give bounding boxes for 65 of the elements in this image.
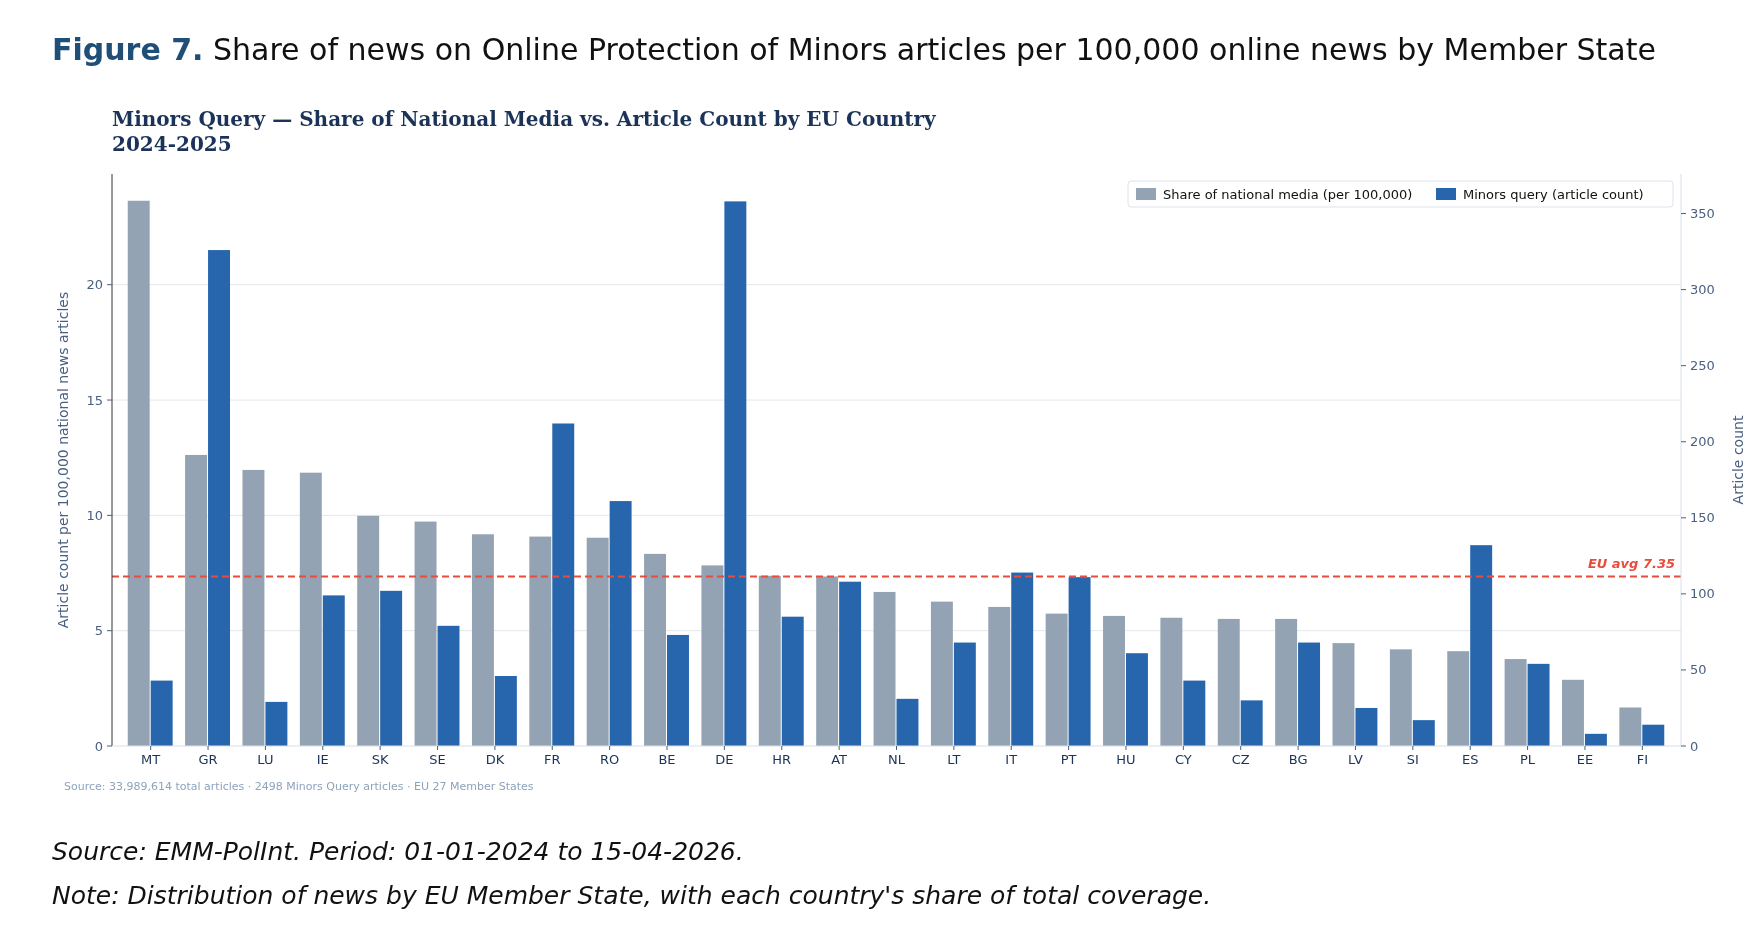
x-tick-label: DE [715,752,734,767]
x-tick-label: PT [1060,752,1077,767]
x-tick-label: MT [141,752,161,767]
bar [127,200,150,746]
x-tick-label: EE [1576,752,1594,767]
x-tick-label: IE [316,752,329,767]
x-tick-label: CY [1174,752,1192,767]
bar [1217,618,1240,746]
x-tick-label: LV [1348,752,1363,767]
x-tick-label: IT [1005,752,1018,767]
x-tick-label: AT [831,752,848,767]
x-tick-label: GR [198,752,218,767]
chart-title: Figure 7. Share of news on Online Protection of Minors articles per 100,000 online news by Member State [52,32,1656,67]
x-tick-label: BE [658,752,676,767]
ref-line-label: EU avg 7.35 [1587,556,1675,572]
chart-subtitle: Minors Query — Share of National Media vs. Article Count by EU Country 2024-2025 [112,107,938,156]
bar [1470,545,1493,746]
x-tick-label: BG [1288,752,1308,767]
x-tick-label: SK [371,752,390,767]
y-tick-label: 5 [94,623,103,639]
text: Note: Distribution of news by EU Member State, with each country's share of total coverage. [52,881,1212,910]
bar [1562,679,1584,746]
y2-tick-label: 300 [1690,282,1715,298]
y-tick-label: 20 [86,277,103,293]
bar [1584,733,1607,746]
y2-tick-label: 100 [1690,586,1715,602]
y2-axis-title: Article count [1730,415,1746,505]
bar [471,534,494,746]
x-tick-label: CZ [1231,752,1250,767]
source-note: Source: EMM-PolInt. Period: 01-01-2024 to 15-04-2026. [52,837,744,866]
x-tick-label: FR [544,752,561,767]
source-note: Source: 33,989,614 total articles · 2498 Minors Query articles · EU 27 Member States [64,780,534,793]
x-tick-label: DK [485,752,505,767]
x-tick-label: NL [888,752,906,767]
bar [896,698,919,746]
x-tick-label: HR [772,752,792,767]
x-tick-label: RO [600,752,620,767]
bar [1389,649,1412,746]
bar [1412,720,1435,746]
x-tick-label: ES [1461,752,1479,767]
x-tick-label: HU [1116,752,1136,767]
y2-tick-label: 350 [1690,206,1715,222]
bar [724,201,747,746]
bar [242,469,265,746]
x-tick-label: LU [257,752,274,767]
bar [150,680,173,746]
bar [265,701,288,746]
y-tick-label: 0 [94,738,103,754]
x-tick-label: FI [1636,752,1648,767]
y2-tick-label: 250 [1690,358,1715,374]
x-tick-label: SE [429,752,446,767]
bar [873,591,896,746]
x-tick-label: SI [1406,752,1419,767]
legend-label: Minors query (article count) [1463,186,1644,202]
y-axis-title: Article count per 100,000 national news articles [55,291,71,629]
y2-tick-label: 200 [1690,434,1715,450]
legend-label: Share of national media (per 100,000) [1163,186,1413,202]
y-tick-label: 15 [86,392,103,408]
y2-tick-label: 50 [1690,662,1707,678]
y2-tick-label: 0 [1690,738,1699,754]
y2-tick-label: 150 [1690,510,1715,526]
x-tick-label: LT [947,752,961,767]
x-tick-label: PL [1520,752,1536,767]
bar [1332,643,1355,746]
y-tick-label: 10 [86,507,103,523]
